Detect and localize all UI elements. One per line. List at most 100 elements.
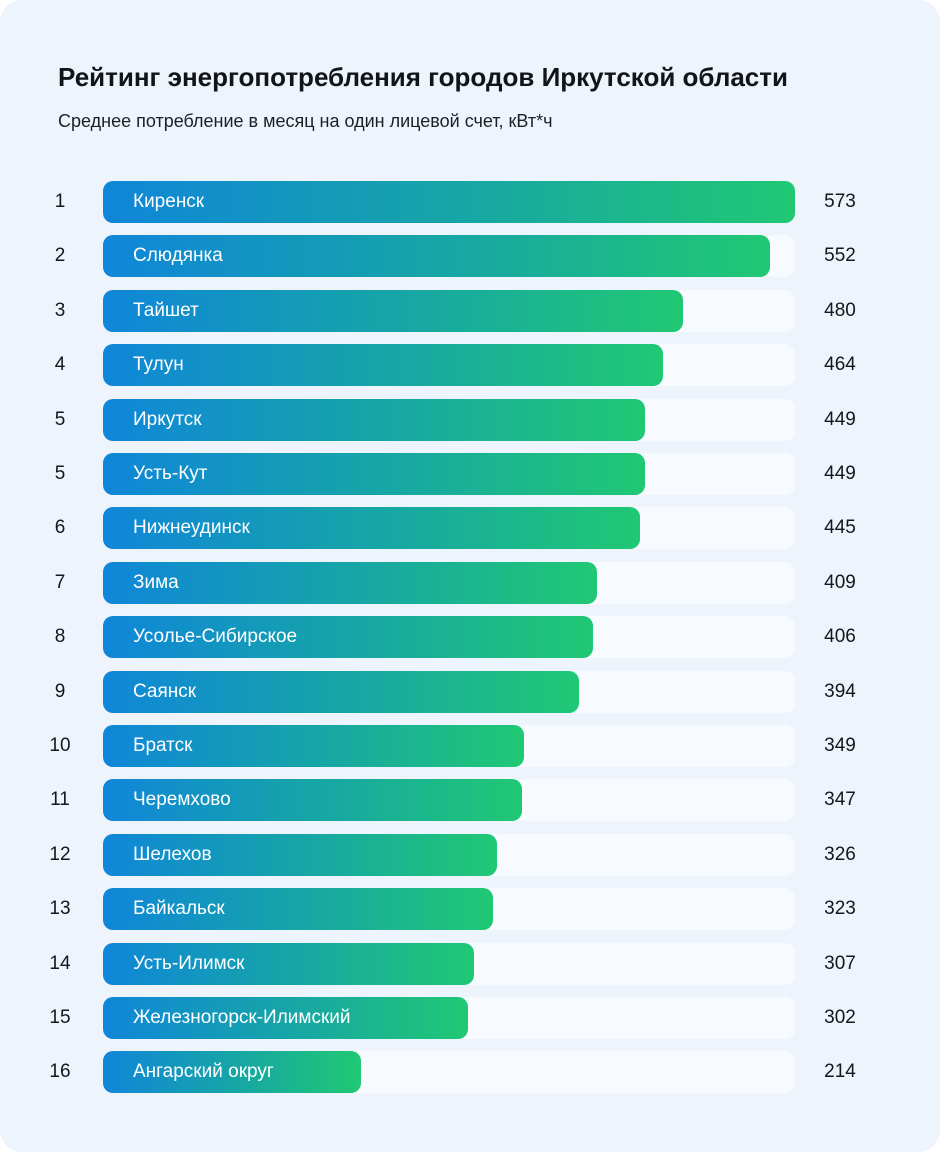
value-label: 409 (824, 571, 856, 593)
bar (103, 181, 795, 223)
value-label: 349 (824, 735, 856, 756)
bar (103, 235, 770, 278)
value-label: 480 (824, 299, 856, 321)
rank-label: 7 (54, 571, 66, 593)
rank-label: 16 (49, 1061, 71, 1083)
bar (103, 289, 683, 332)
bar-track: Шелехов (103, 833, 795, 876)
value-label: 214 (824, 1061, 856, 1083)
bar-track: Байкальск (103, 888, 795, 931)
bar (103, 616, 593, 659)
rank-label: 10 (49, 735, 71, 756)
bar (103, 344, 663, 387)
rank-label: 14 (49, 952, 71, 974)
rank-label: 15 (49, 1007, 71, 1028)
value-label: 449 (824, 463, 856, 484)
bar-row: 16 Ангарский округ 214 (0, 1051, 940, 1094)
chart-subtitle: Среднее потребление в месяц на один лице… (58, 111, 553, 131)
bar-row: 8 Усолье-Сибирское 406 (0, 616, 940, 659)
bar-row: 7 Зима 409 (0, 561, 940, 604)
value-label: 573 (824, 191, 856, 212)
city-label: Ангарский округ (133, 1061, 274, 1083)
bar-row: 14 Усть-Илимск 307 (0, 942, 940, 985)
bar-row: 12 Шелехов 326 (0, 833, 940, 876)
rank-label: 2 (54, 245, 66, 267)
city-label: Байкальск (133, 898, 225, 920)
city-label: Усть-Кут (133, 463, 208, 484)
city-label: Черемхово (133, 789, 231, 811)
city-label: Железногорск-Илимский (133, 1007, 351, 1028)
city-label: Зима (133, 571, 179, 593)
value-label: 326 (824, 843, 856, 865)
city-label: Слюдянка (133, 245, 223, 267)
value-label: 552 (824, 245, 856, 267)
bar-track: Братск (103, 725, 795, 767)
bar-row: 4 Тулун 464 (0, 344, 940, 387)
city-label: Шелехов (133, 843, 212, 865)
rank-label: 5 (54, 408, 66, 430)
bar (103, 888, 493, 931)
rank-label: 4 (54, 354, 66, 376)
bar-track: Железногорск-Илимский (103, 997, 795, 1039)
bar (103, 725, 524, 767)
value-label: 323 (824, 898, 856, 920)
city-label: Братск (133, 735, 193, 756)
rank-label: 3 (54, 299, 66, 321)
city-label: Тулун (133, 354, 184, 376)
bar (103, 997, 468, 1039)
bar-track: Тулун (103, 344, 795, 387)
bar (103, 398, 645, 441)
bar-track: Слюдянка (103, 235, 795, 278)
bar-track: Зима (103, 561, 795, 604)
value-label: 464 (824, 354, 856, 376)
bar (103, 833, 497, 876)
city-label: Киренск (133, 191, 205, 212)
bar (103, 670, 579, 713)
bar-row: 1 Киренск 573 (0, 181, 940, 223)
bar-track: Тайшет (103, 289, 795, 332)
rank-label: 11 (50, 789, 70, 811)
rank-label: 5 (54, 463, 66, 484)
bar-row: 5 Усть-Кут 449 (0, 453, 940, 495)
bar-track: Ангарский округ (103, 1051, 795, 1094)
bar-row: 3 Тайшет 480 (0, 289, 940, 332)
rank-label: 6 (54, 517, 66, 539)
bar-track: Черемхово (103, 779, 795, 822)
bar-row: 2 Слюдянка 552 (0, 235, 940, 278)
city-label: Саянск (133, 680, 197, 702)
value-label: 307 (824, 952, 856, 974)
city-label: Усолье-Сибирское (133, 626, 298, 648)
rank-label: 8 (54, 626, 66, 648)
bar (103, 453, 645, 495)
bar (103, 942, 474, 985)
bar-track: Киренск (103, 181, 795, 223)
bar (103, 507, 640, 550)
bar-row: 13 Байкальск 323 (0, 888, 940, 931)
city-label: Усть-Илимск (133, 952, 245, 974)
bar (103, 1051, 361, 1094)
bar-track: Усть-Илимск (103, 942, 795, 985)
city-label: Тайшет (133, 299, 199, 321)
value-label: 302 (824, 1007, 856, 1028)
bar-row: 6 Нижнеудинск 445 (0, 507, 940, 550)
bar-track: Усолье-Сибирское (103, 616, 795, 659)
rank-label: 1 (54, 191, 66, 212)
bar-row: 15 Железногорск-Илимский 302 (0, 997, 940, 1039)
city-label: Иркутск (133, 408, 202, 430)
bar-track: Саянск (103, 670, 795, 713)
bar-track: Усть-Кут (103, 453, 795, 495)
bar-row: 11 Черемхово 347 (0, 779, 940, 822)
bar-row: 9 Саянск 394 (0, 670, 940, 713)
value-label: 406 (824, 626, 856, 648)
value-label: 394 (824, 680, 856, 702)
city-label: Нижнеудинск (133, 517, 250, 539)
bar-track: Нижнеудинск (103, 507, 795, 550)
bar (103, 779, 522, 822)
bar-track: Иркутск (103, 398, 795, 441)
value-label: 449 (824, 408, 856, 430)
bar-row: 10 Братск 349 (0, 725, 940, 767)
value-label: 445 (824, 517, 856, 539)
rank-label: 13 (49, 898, 71, 920)
chart-title: Рейтинг энергопотребления городов Иркутс… (58, 62, 788, 92)
